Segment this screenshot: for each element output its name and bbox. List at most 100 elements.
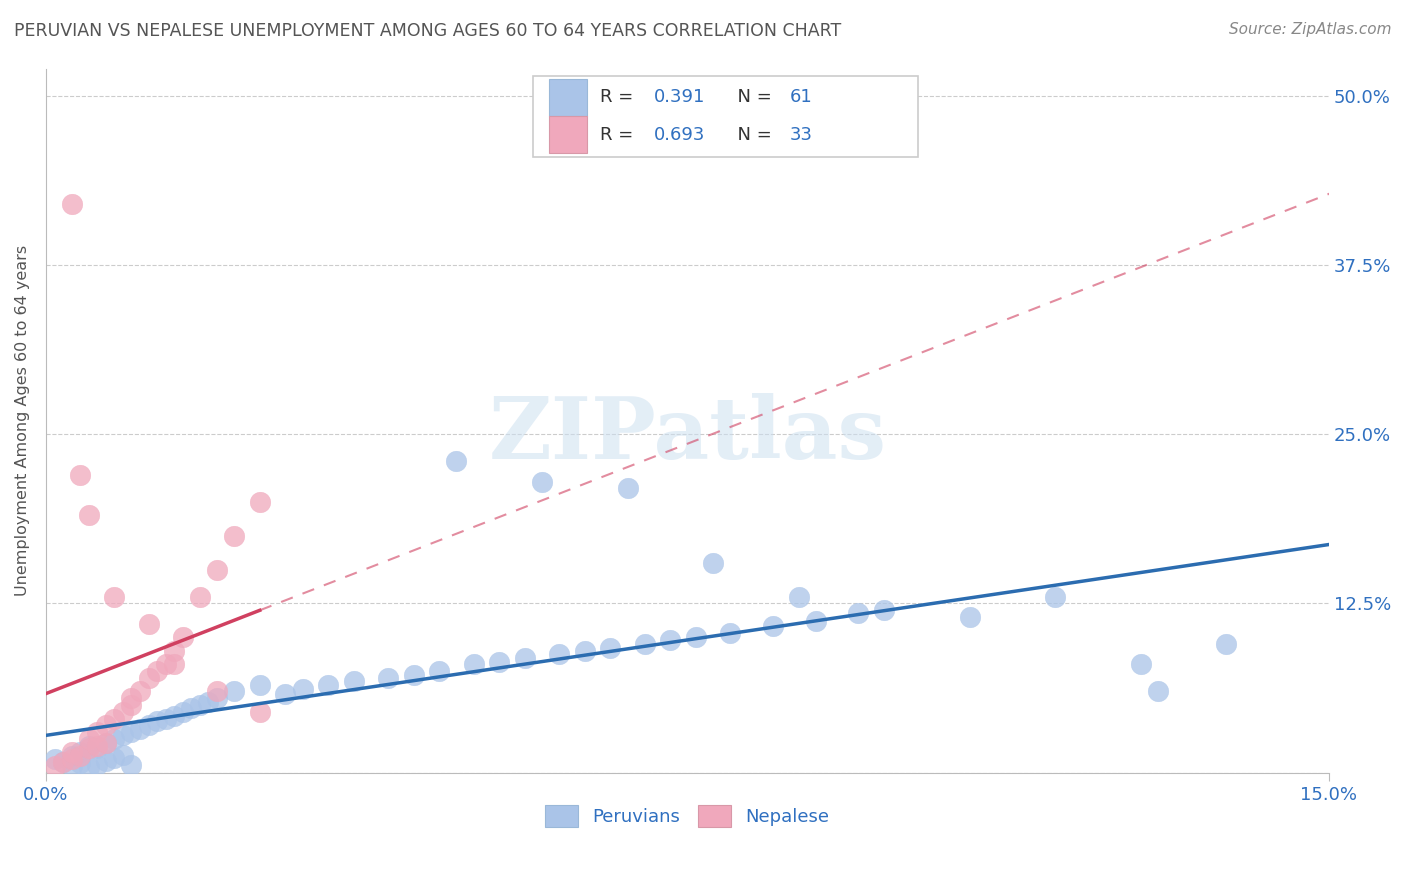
Point (343, 673, 366, 688)
Text: N =: N = (725, 126, 778, 144)
Point (121, 691, 143, 706)
Text: R =: R = (600, 126, 640, 144)
Point (659, 633, 682, 648)
Point (249, 495, 271, 509)
Point (121, 725, 143, 739)
FancyBboxPatch shape (533, 76, 918, 157)
Point (224, 529, 246, 543)
Point (103, 731, 125, 746)
Point (1146, 684, 1168, 698)
Point (205, 684, 228, 698)
Point (188, 590, 211, 604)
Point (804, 614, 827, 628)
Point (77, 508, 100, 523)
Text: 61: 61 (790, 88, 813, 106)
Point (172, 705, 194, 719)
Point (94, 736, 117, 750)
Point (172, 630, 194, 644)
Point (129, 723, 152, 737)
Point (848, 606, 870, 620)
Point (463, 657, 485, 672)
Point (94, 754, 117, 768)
Point (86, 741, 108, 756)
Point (488, 655, 510, 669)
Point (787, 590, 810, 604)
Point (155, 712, 177, 726)
Point (873, 603, 896, 617)
Point (513, 650, 536, 665)
Point (69, 467, 91, 482)
Text: ZIPatlas: ZIPatlas (488, 392, 886, 476)
Point (103, 590, 125, 604)
Text: N =: N = (725, 88, 778, 106)
Point (94, 736, 117, 750)
Point (146, 714, 169, 729)
Point (718, 626, 741, 640)
Point (44, 752, 66, 766)
Point (121, 757, 143, 772)
Point (69, 746, 91, 760)
Point (180, 700, 202, 714)
Y-axis label: Unemployment Among Ages 60 to 64 years: Unemployment Among Ages 60 to 64 years (15, 245, 30, 596)
Point (77, 741, 100, 756)
Point (86, 725, 108, 739)
Point (146, 664, 169, 678)
Point (60, 759, 83, 773)
Point (427, 664, 450, 678)
Text: 0.693: 0.693 (654, 126, 706, 144)
Point (86, 739, 108, 753)
Point (1129, 657, 1152, 672)
Point (77, 739, 100, 753)
Point (224, 684, 246, 698)
Point (111, 728, 134, 742)
Point (103, 751, 125, 765)
Text: Source: ZipAtlas.com: Source: ZipAtlas.com (1229, 22, 1392, 37)
Point (616, 481, 638, 495)
Point (163, 709, 186, 723)
Bar (548, 116, 588, 153)
Point (205, 563, 228, 577)
Point (77, 731, 100, 746)
Point (249, 678, 271, 692)
Point (1043, 590, 1066, 604)
Point (138, 671, 160, 685)
Point (249, 705, 271, 719)
Point (316, 678, 339, 692)
Point (762, 619, 785, 633)
Point (138, 616, 160, 631)
Point (291, 681, 314, 696)
Point (530, 475, 553, 489)
Text: 0.391: 0.391 (654, 88, 706, 106)
Point (69, 756, 91, 771)
Point (163, 657, 186, 672)
Text: R =: R = (600, 88, 640, 106)
Text: PERUVIAN VS NEPALESE UNEMPLOYMENT AMONG AGES 60 TO 64 YEARS CORRELATION CHART: PERUVIAN VS NEPALESE UNEMPLOYMENT AMONG … (14, 22, 841, 40)
Point (111, 705, 134, 719)
Point (77, 760, 100, 774)
Point (197, 695, 219, 709)
Text: 33: 33 (790, 126, 813, 144)
Point (402, 668, 425, 682)
Point (548, 647, 571, 661)
Point (633, 637, 655, 651)
Point (163, 644, 186, 658)
Point (44, 759, 66, 773)
Point (959, 610, 981, 624)
Point (52, 755, 75, 769)
Point (111, 748, 134, 763)
Point (574, 644, 596, 658)
Point (274, 687, 297, 701)
Point (60, 197, 83, 211)
Point (155, 657, 177, 672)
Point (377, 671, 399, 685)
Point (60, 749, 83, 764)
Point (60, 752, 83, 766)
Point (86, 757, 108, 772)
Point (685, 630, 707, 644)
Point (103, 712, 125, 726)
Point (188, 698, 211, 712)
Point (702, 556, 724, 570)
Point (52, 755, 75, 769)
Point (60, 746, 83, 760)
Point (599, 641, 621, 656)
